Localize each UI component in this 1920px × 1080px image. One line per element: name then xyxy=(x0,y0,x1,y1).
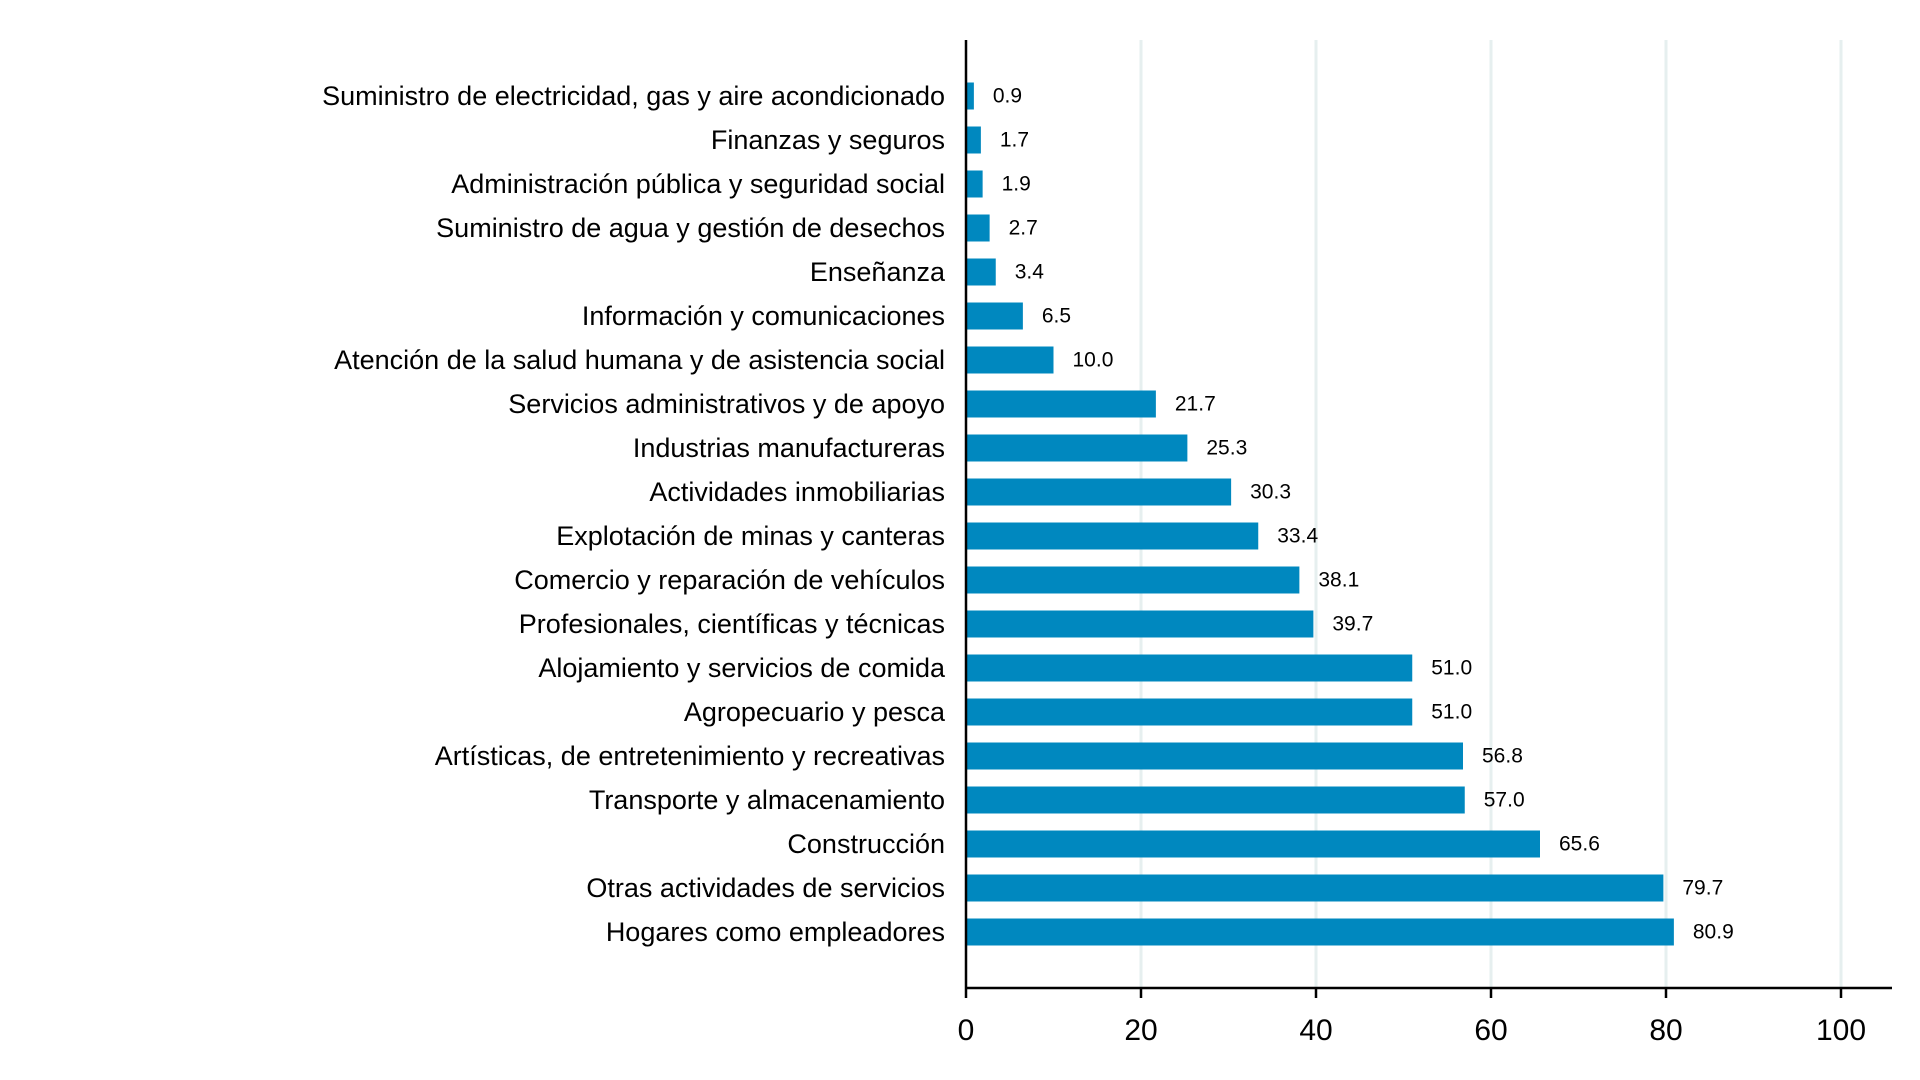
bar-17 xyxy=(966,830,1540,858)
value-label-15: 56.8 xyxy=(1482,745,1523,768)
value-label-1: 1.7 xyxy=(1000,129,1029,152)
bar-7 xyxy=(966,390,1156,418)
x-tick-label-60: 60 xyxy=(1474,1014,1507,1047)
category-label-8: Industrias manufactureras xyxy=(633,433,945,463)
category-label-0: Suministro de electricidad, gas y aire a… xyxy=(322,81,945,111)
bar-1 xyxy=(966,126,981,154)
category-label-7: Servicios administrativos y de apoyo xyxy=(508,389,945,419)
value-label-10: 33.4 xyxy=(1277,525,1318,548)
value-label-3: 2.7 xyxy=(1009,217,1038,240)
value-label-8: 25.3 xyxy=(1206,437,1247,460)
bar-13 xyxy=(966,654,1413,682)
category-label-2: Administración pública y seguridad socia… xyxy=(451,169,945,199)
value-label-16: 57.0 xyxy=(1484,789,1525,812)
bar-5 xyxy=(966,302,1023,330)
bar-8 xyxy=(966,434,1188,462)
category-label-12: Profesionales, científicas y técnicas xyxy=(519,609,945,639)
value-label-7: 21.7 xyxy=(1175,393,1216,416)
value-labels: 0.9 1.7 1.9 2.7 3.4 6.510.0 21.7 25.330.3 33.438… xyxy=(993,85,1734,944)
category-label-18: Otras actividades de servicios xyxy=(586,873,945,903)
category-label-14: Agropecuario y pesca xyxy=(684,697,946,727)
category-label-16: Transporte y almacenamiento xyxy=(589,785,945,815)
bar-4 xyxy=(966,258,996,286)
category-label-4: Enseñanza xyxy=(810,257,946,287)
value-label-19: 80.9 xyxy=(1693,921,1734,944)
x-tick-label-20: 20 xyxy=(1124,1014,1157,1047)
x-tick-label-100: 100 xyxy=(1816,1014,1866,1047)
value-label-2: 1.9 xyxy=(1002,173,1031,196)
value-label-6: 10.0 xyxy=(1073,349,1114,372)
gridlines xyxy=(1139,40,1843,988)
category-label-15: Artísticas, de entretenimiento y recreat… xyxy=(435,741,945,771)
bar-15 xyxy=(966,742,1463,770)
category-label-11: Comercio y reparación de vehículos xyxy=(514,565,945,595)
category-label-1: Finanzas y seguros xyxy=(711,125,945,155)
value-label-11: 38.1 xyxy=(1318,569,1359,592)
value-label-12: 39.7 xyxy=(1332,613,1373,636)
bar-3 xyxy=(966,214,990,242)
bar-16 xyxy=(966,786,1465,814)
bar-14 xyxy=(966,698,1413,726)
bar-18 xyxy=(966,874,1664,902)
category-labels: Suministro de electricidad, gas y aire a… xyxy=(322,81,946,947)
value-label-14: 51.0 xyxy=(1431,701,1472,724)
bars xyxy=(966,82,1674,946)
category-label-3: Suministro de agua y gestión de desechos xyxy=(436,213,945,243)
bar-2 xyxy=(966,170,983,198)
category-label-17: Construcción xyxy=(787,829,945,859)
x-tick-label-40: 40 xyxy=(1299,1014,1332,1047)
value-label-0: 0.9 xyxy=(993,85,1022,108)
bar-19 xyxy=(966,918,1674,946)
bar-9 xyxy=(966,478,1232,506)
bar-6 xyxy=(966,346,1054,374)
bar-0 xyxy=(966,82,974,110)
value-label-4: 3.4 xyxy=(1015,261,1045,284)
value-label-17: 65.6 xyxy=(1559,833,1600,856)
bar-10 xyxy=(966,522,1259,550)
value-label-5: 6.5 xyxy=(1042,305,1071,328)
category-label-13: Alojamiento y servicios de comida xyxy=(538,653,946,683)
value-label-13: 51.0 xyxy=(1431,657,1472,680)
value-label-9: 30.3 xyxy=(1250,481,1291,504)
axes: 0 20 40 60 80 100 xyxy=(958,40,1892,1047)
x-tick-label-80: 80 xyxy=(1649,1014,1682,1047)
category-label-5: Información y comunicaciones xyxy=(582,301,945,331)
category-label-19: Hogares como empleadores xyxy=(606,917,945,947)
x-tick-label-0: 0 xyxy=(958,1014,975,1047)
bar-11 xyxy=(966,566,1300,594)
category-label-6: Atención de la salud humana y de asisten… xyxy=(334,345,945,375)
value-label-18: 79.7 xyxy=(1682,877,1723,900)
bar-12 xyxy=(966,610,1314,638)
category-label-10: Explotación de minas y canteras xyxy=(556,521,945,551)
category-label-9: Actividades inmobiliarias xyxy=(649,477,945,507)
